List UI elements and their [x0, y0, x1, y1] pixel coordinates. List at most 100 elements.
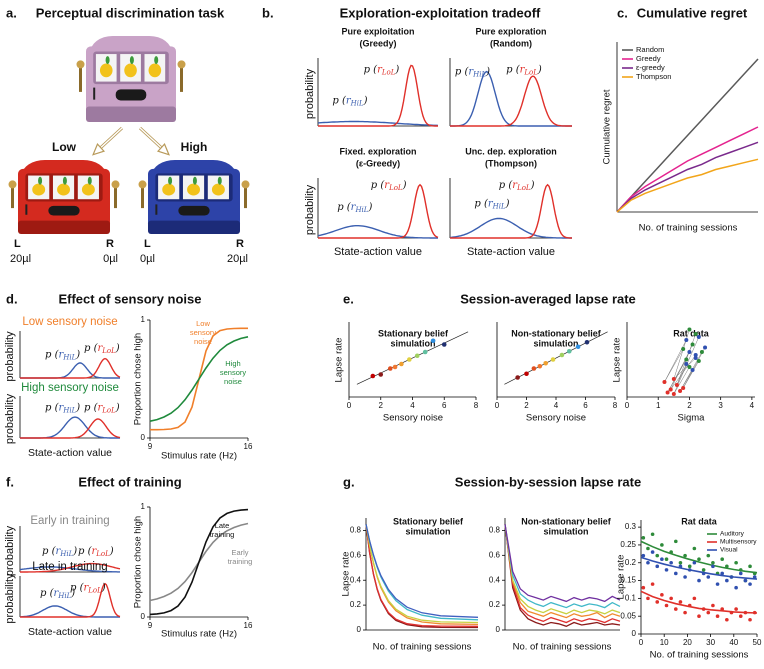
label-part: LoL: [388, 184, 403, 192]
subplot-title: (Random): [490, 38, 532, 48]
distribution-curve: [20, 416, 120, 439]
legend-label: Random: [636, 45, 664, 54]
point: [660, 557, 664, 561]
point: [693, 356, 698, 360]
lemon: [32, 183, 46, 196]
y-tick-label: 0.3: [625, 522, 637, 531]
slot: [178, 205, 210, 216]
label-part: LoL: [101, 347, 116, 355]
label-part: r: [351, 202, 357, 213]
y-tick-label: 0.2: [350, 600, 362, 609]
x-tick-label: 6: [583, 401, 588, 410]
y-tick-label: 0.2: [625, 558, 637, 567]
point: [683, 553, 687, 558]
distribution-curve: [20, 418, 121, 439]
label-part: r: [488, 198, 494, 209]
label-part: ): [101, 582, 106, 593]
y-tick-label: 0: [357, 625, 362, 634]
point: [681, 386, 686, 390]
label-part: p (: [371, 179, 386, 190]
y-axis-label: Cumulative regret: [602, 89, 613, 164]
label-part: HiL: [350, 99, 364, 107]
chart-title: simulation: [533, 338, 578, 348]
fit-line: [504, 331, 608, 385]
line: [365, 524, 479, 618]
lemon: [187, 183, 200, 196]
lever: [11, 185, 14, 209]
y-axis-label: Lapse rate: [341, 552, 352, 597]
point: [641, 553, 646, 558]
point: [684, 357, 689, 362]
y-tick-label: 0.4: [489, 575, 501, 584]
probability-label: p (rLoL): [371, 179, 407, 192]
point: [441, 342, 447, 347]
probability-label: p (rLoL): [70, 582, 106, 595]
label-part: ): [394, 64, 399, 75]
line: [365, 524, 479, 627]
pair-line: [673, 366, 690, 395]
distribution-curve: [450, 183, 572, 239]
point: [693, 353, 698, 357]
label-part: ): [70, 587, 75, 598]
condition-label: Late in training: [32, 561, 107, 573]
lemon: [124, 63, 137, 78]
label-part: LoL: [523, 69, 538, 77]
probability-label: p (rLoL): [84, 402, 120, 415]
point: [720, 557, 724, 561]
label-part: p (: [78, 546, 93, 557]
series-label: sensory: [220, 368, 247, 377]
line: [616, 158, 759, 213]
point: [671, 392, 676, 396]
subplot-title: (ε-Greedy): [356, 158, 400, 168]
chart-title: Rat data: [673, 328, 710, 338]
legend-label: Greedy: [636, 54, 661, 63]
point: [720, 571, 724, 576]
distribution-curve: [449, 217, 572, 239]
x-axis-label: No. of training sessions: [639, 223, 738, 234]
x-tick-label: 0: [495, 401, 500, 410]
leaf: [129, 56, 134, 65]
label-part: ): [363, 95, 368, 106]
label-part: p (: [506, 64, 521, 75]
point: [711, 564, 715, 569]
point: [681, 347, 686, 351]
point: [655, 600, 660, 604]
lever-knob: [177, 60, 186, 69]
y-tick-label: 0.6: [350, 550, 362, 559]
point: [734, 560, 738, 565]
point: [683, 575, 687, 579]
point: [392, 364, 398, 370]
x-axis-label: Sigma: [678, 413, 706, 424]
point: [699, 350, 704, 354]
point: [703, 345, 708, 350]
point: [665, 390, 670, 395]
panel-title: Effect of sensory noise: [58, 291, 201, 306]
panel-letter: d.: [6, 291, 18, 306]
distribution-curve: [317, 225, 438, 239]
line: [365, 524, 479, 626]
distribution-curve: [20, 562, 121, 573]
reward-label: 0µl: [103, 253, 118, 265]
y-tick-label: 0: [496, 625, 501, 634]
point: [524, 371, 529, 377]
x-tick-label: 50: [753, 638, 762, 647]
point: [559, 352, 565, 358]
point: [387, 366, 393, 371]
point: [674, 607, 678, 611]
series-label: noise: [194, 337, 212, 346]
lemon: [148, 63, 162, 78]
point: [748, 564, 752, 569]
subplot-title: Pure exploration: [475, 26, 546, 36]
line: [504, 524, 621, 628]
point: [531, 366, 537, 371]
x-tick-label: 0: [347, 401, 352, 410]
point: [660, 593, 664, 597]
leaf: [217, 176, 222, 185]
label-part: r: [55, 546, 61, 557]
panel-letter: f.: [6, 474, 14, 489]
point: [678, 560, 683, 565]
label-part: p (: [337, 202, 352, 213]
y-axis-label: Lapse rate: [334, 338, 345, 383]
label-part: r: [53, 587, 59, 598]
